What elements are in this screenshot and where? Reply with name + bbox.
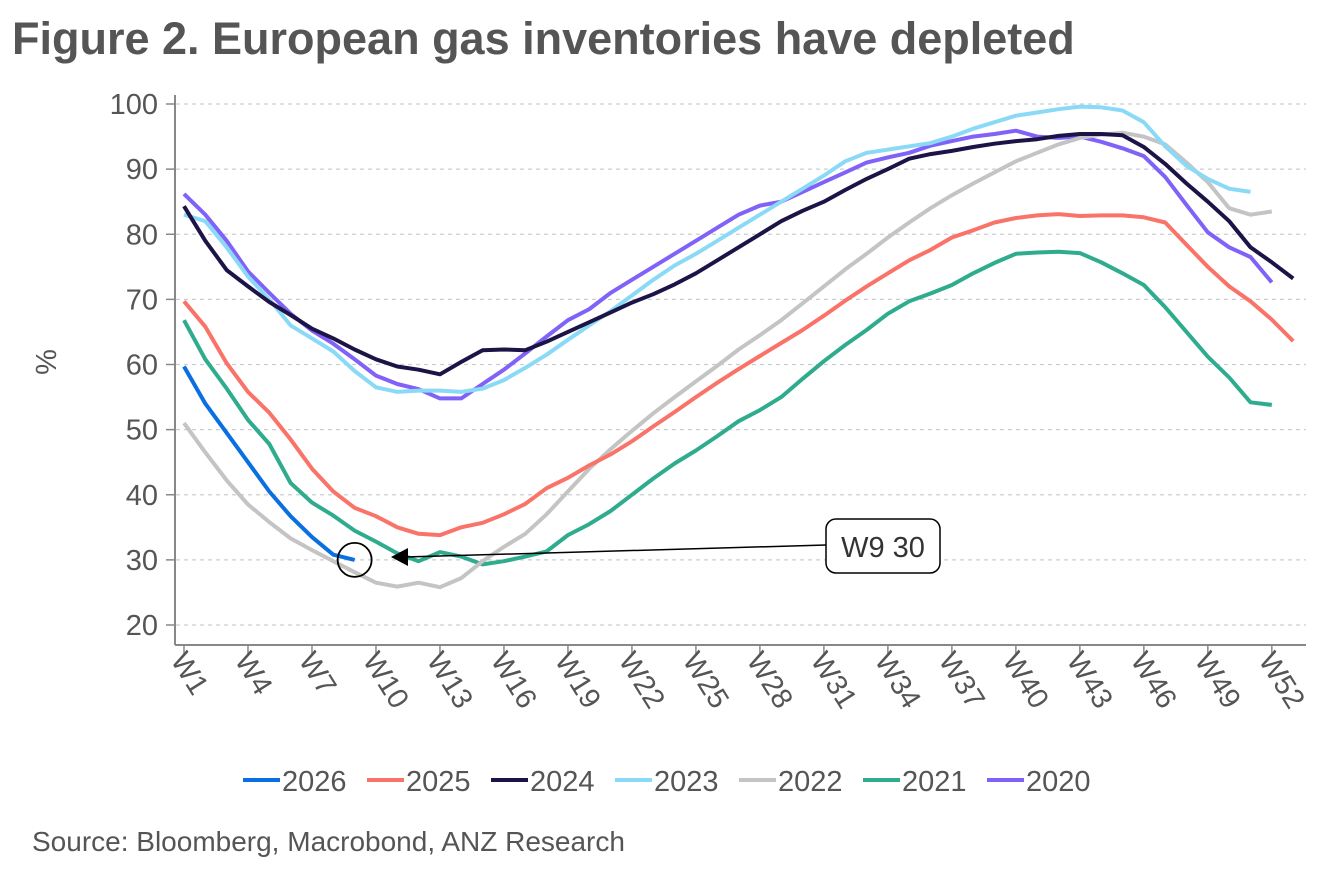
- x-tick-label: W13: [420, 647, 479, 715]
- annotation-label: W9 30: [841, 532, 925, 564]
- axes: 20 30 40 50 60 70 80 90 100 W1 W4 W7 W10 W13 W16 W19 W22…: [110, 89, 1311, 714]
- legend-label-2023: 2023: [654, 766, 719, 798]
- y-tick-label: 90: [126, 154, 158, 186]
- y-tick-label: 70: [126, 284, 158, 316]
- legend-label-2025: 2025: [406, 766, 471, 798]
- annotation-arrow-line: [404, 544, 827, 558]
- x-tick-label: W16: [484, 647, 543, 715]
- x-tick-label: W4: [228, 647, 278, 701]
- y-axis-label: %: [31, 349, 63, 375]
- legend-label-2026: 2026: [282, 766, 347, 798]
- x-tick-label: W10: [356, 647, 415, 715]
- x-tick-label: W19: [548, 647, 607, 715]
- y-tick-label: 20: [126, 610, 158, 642]
- legend-label-2021: 2021: [902, 766, 967, 798]
- annotation-arrow-head: [391, 548, 408, 566]
- series-line-2026: [182, 365, 356, 562]
- y-tick-label: 60: [126, 350, 158, 382]
- series-line-2024: [182, 132, 1295, 377]
- x-tick-label: W46: [1124, 647, 1183, 715]
- x-tick-label: W28: [740, 647, 799, 715]
- legend-label-2024: 2024: [530, 766, 595, 798]
- series-line-2023: [183, 104, 1251, 394]
- x-tick-label: W43: [1060, 647, 1119, 715]
- series-line-2020: [182, 128, 1274, 401]
- x-tick-label: W34: [868, 647, 927, 715]
- series-lines: [182, 104, 1295, 590]
- x-tick-label: W52: [1252, 647, 1311, 715]
- x-tick-label: W7: [292, 647, 342, 701]
- y-tick-label: 50: [126, 415, 158, 447]
- chart-title: Figure 2. European gas inventories have …: [12, 13, 1075, 64]
- x-tick-label: W49: [1188, 647, 1247, 715]
- series-line-2021: [182, 249, 1273, 567]
- y-tick-label: 80: [126, 219, 158, 251]
- x-tick-label: W40: [996, 647, 1055, 715]
- legend: 2026 2025 2024 2023 2022 2021 2020: [243, 766, 1091, 798]
- annotation-circle: [336, 541, 373, 578]
- x-tick-label: W1: [164, 647, 214, 701]
- annotation: W9 30: [336, 518, 941, 578]
- legend-label-2020: 2020: [1026, 766, 1091, 798]
- y-tick-label: 40: [126, 480, 158, 512]
- legend-label-2022: 2022: [778, 766, 843, 798]
- annotation-box: [825, 518, 941, 574]
- source-note: Source: Bloomberg, Macrobond, ANZ Resear…: [32, 826, 625, 857]
- y-tick-label: 100: [110, 89, 158, 121]
- x-tick-label: W25: [676, 647, 735, 715]
- series-line-2025: [182, 212, 1295, 538]
- series-line-2022: [182, 130, 1273, 590]
- x-tick-label: W31: [804, 647, 863, 715]
- x-tick-label: W22: [612, 647, 671, 715]
- x-tick-label: W37: [932, 647, 991, 715]
- y-tick-label: 30: [126, 545, 158, 577]
